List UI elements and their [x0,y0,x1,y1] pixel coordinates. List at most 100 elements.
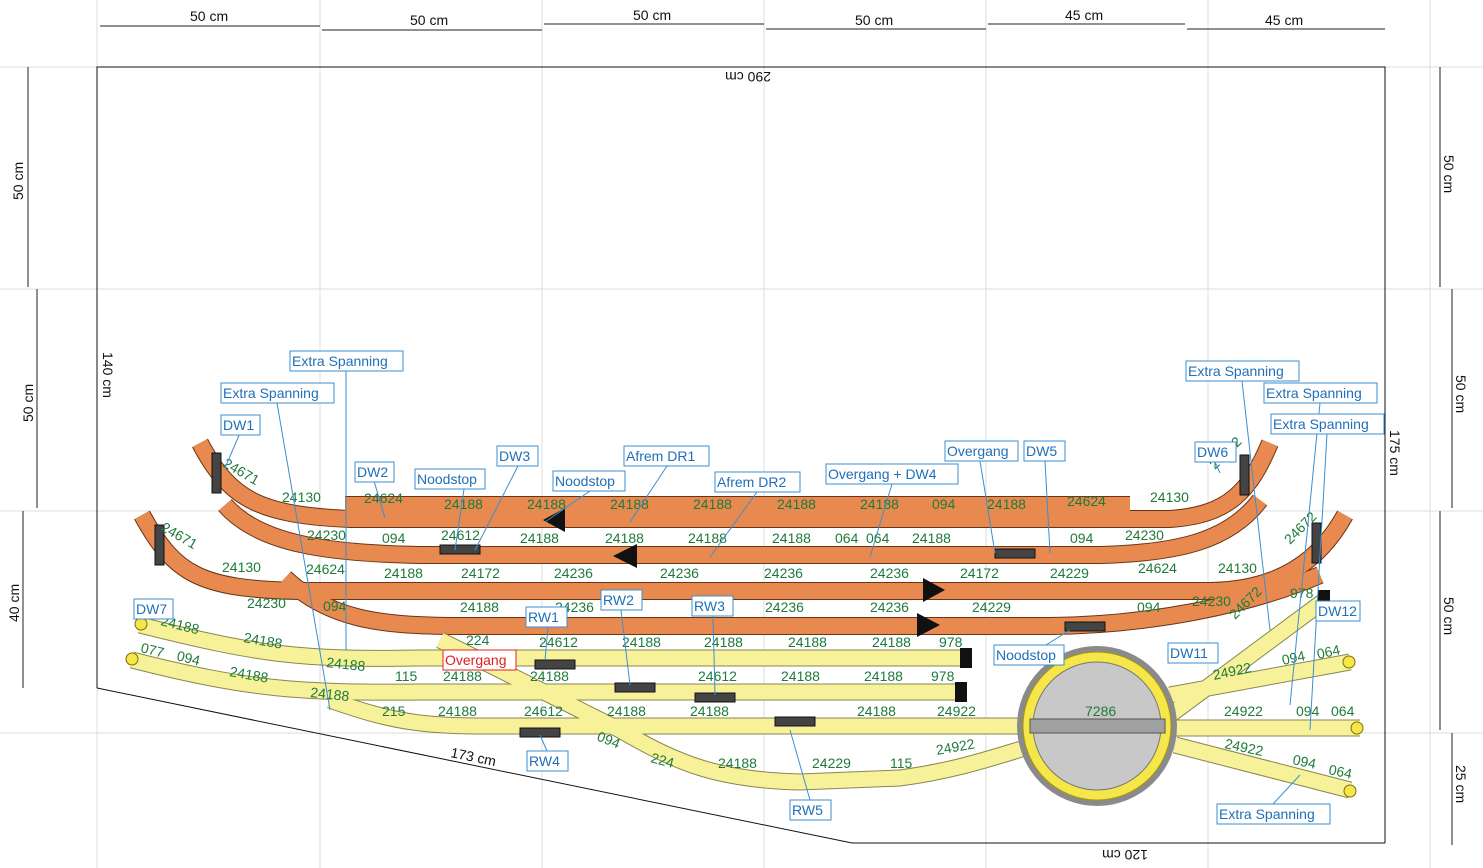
svg-text:064: 064 [1331,703,1355,719]
svg-text:24188: 24188 [872,634,911,650]
right-dimension-lines [1439,67,1453,845]
svg-text:094: 094 [1291,751,1317,772]
svg-text:978: 978 [939,634,963,650]
top-dimension-lines [100,23,1385,31]
svg-text:24230: 24230 [247,595,286,611]
svg-text:24236: 24236 [870,599,909,615]
svg-text:24230: 24230 [1125,527,1164,543]
board-dim-left: 140 cm [100,352,116,398]
svg-text:24230: 24230 [1192,593,1231,609]
label-dw11: DW11 [1170,645,1208,661]
label-extra-spanning-5: Extra Spanning [1273,416,1369,432]
svg-text:094: 094 [175,647,202,668]
svg-text:24188: 24188 [987,496,1026,512]
label-dw7: DW7 [136,601,167,617]
label-dw1: DW1 [223,417,254,433]
label-noodstop-1: Noodstop [417,471,477,487]
track-end-markers [125,617,1364,798]
callout-labels: Extra Spanning Extra Spanning DW1 DW2 No… [133,350,1385,825]
svg-text:24188: 24188 [772,530,811,546]
label-rw1: RW1 [528,609,559,625]
svg-text:24922: 24922 [935,735,976,758]
label-extra-spanning-4: Extra Spanning [1266,385,1362,401]
left-dim-3: 40 cm [6,584,22,622]
label-dw2: DW2 [357,464,388,480]
svg-text:24230: 24230 [307,527,346,543]
svg-text:115: 115 [395,668,418,684]
svg-text:24188: 24188 [688,530,727,546]
svg-text:24188: 24188 [444,496,483,512]
svg-text:115: 115 [890,755,913,771]
svg-text:24188: 24188 [228,663,269,686]
svg-text:24188: 24188 [438,703,477,719]
svg-text:094: 094 [1137,599,1161,615]
label-noodstop-2: Noodstop [555,473,615,489]
label-rw5: RW5 [792,802,823,818]
svg-text:215: 215 [382,703,406,719]
label-afrem-dr1: Afrem DR1 [626,448,695,464]
svg-text:24188: 24188 [384,565,423,581]
svg-text:24229: 24229 [972,599,1011,615]
svg-text:064: 064 [1315,641,1341,662]
svg-text:24612: 24612 [524,703,563,719]
label-dw3: DW3 [499,448,530,464]
svg-text:24188: 24188 [693,496,732,512]
svg-text:24188: 24188 [530,668,569,684]
svg-text:24236: 24236 [660,565,699,581]
svg-text:24188: 24188 [460,599,499,615]
svg-text:24188: 24188 [777,496,816,512]
label-rw4: RW4 [529,753,560,769]
svg-text:24188: 24188 [718,755,757,771]
yellow-tracks [129,593,1360,799]
label-overgang-dw4: Overgang + DW4 [828,466,937,482]
svg-text:24188: 24188 [443,668,482,684]
left-dim-1: 50 cm [10,162,26,200]
board-outline [96,66,1386,844]
board-dim-right: 175 cm [1387,430,1403,476]
svg-text:24229: 24229 [812,755,851,771]
svg-text:24188: 24188 [607,703,646,719]
top-dim-1: 50 cm [190,8,228,24]
svg-text:24922: 24922 [937,703,976,719]
svg-text:24229: 24229 [1050,565,1089,581]
label-leader-lines [224,371,1328,805]
svg-text:24188: 24188 [704,634,743,650]
brown-tracks [134,438,1353,635]
svg-text:978: 978 [1290,585,1314,601]
board-dim-bottom: 120 cm [1102,847,1148,863]
svg-text:24624: 24624 [1067,493,1106,509]
svg-text:24236: 24236 [554,565,593,581]
svg-text:094: 094 [382,530,406,546]
label-overgang-red: Overgang [445,652,506,668]
right-dim-3: 50 cm [1441,597,1457,635]
top-dim-6: 45 cm [1265,12,1303,28]
label-dw5: DW5 [1026,443,1057,459]
label-extra-spanning-6: Extra Spanning [1219,806,1315,822]
svg-text:24188: 24188 [527,496,566,512]
svg-text:224: 224 [466,632,490,648]
turnout-motors [154,452,1322,738]
label-dw12: DW12 [1318,603,1357,619]
left-dimension-lines [22,67,38,688]
svg-text:24188: 24188 [690,703,729,719]
svg-text:24188: 24188 [788,634,827,650]
svg-text:24922: 24922 [1211,659,1253,683]
svg-text:24188: 24188 [912,530,951,546]
svg-text:24236: 24236 [870,565,909,581]
top-dim-2: 50 cm [410,12,448,28]
track-numbers: 24671 24671 24130 24130 24230 24230 2462… [139,433,1354,782]
svg-text:094: 094 [932,496,956,512]
svg-text:24612: 24612 [698,668,737,684]
svg-text:24188: 24188 [857,703,896,719]
svg-text:24130: 24130 [1218,560,1257,576]
board-dim-top: 290 cm [725,69,771,85]
svg-text:24236: 24236 [764,565,803,581]
svg-text:24612: 24612 [441,527,480,543]
svg-text:24612: 24612 [539,634,578,650]
svg-text:24188: 24188 [864,668,903,684]
label-extra-spanning-1: Extra Spanning [292,353,388,369]
svg-text:24130: 24130 [222,559,261,575]
right-dim-1: 50 cm [1441,155,1457,193]
